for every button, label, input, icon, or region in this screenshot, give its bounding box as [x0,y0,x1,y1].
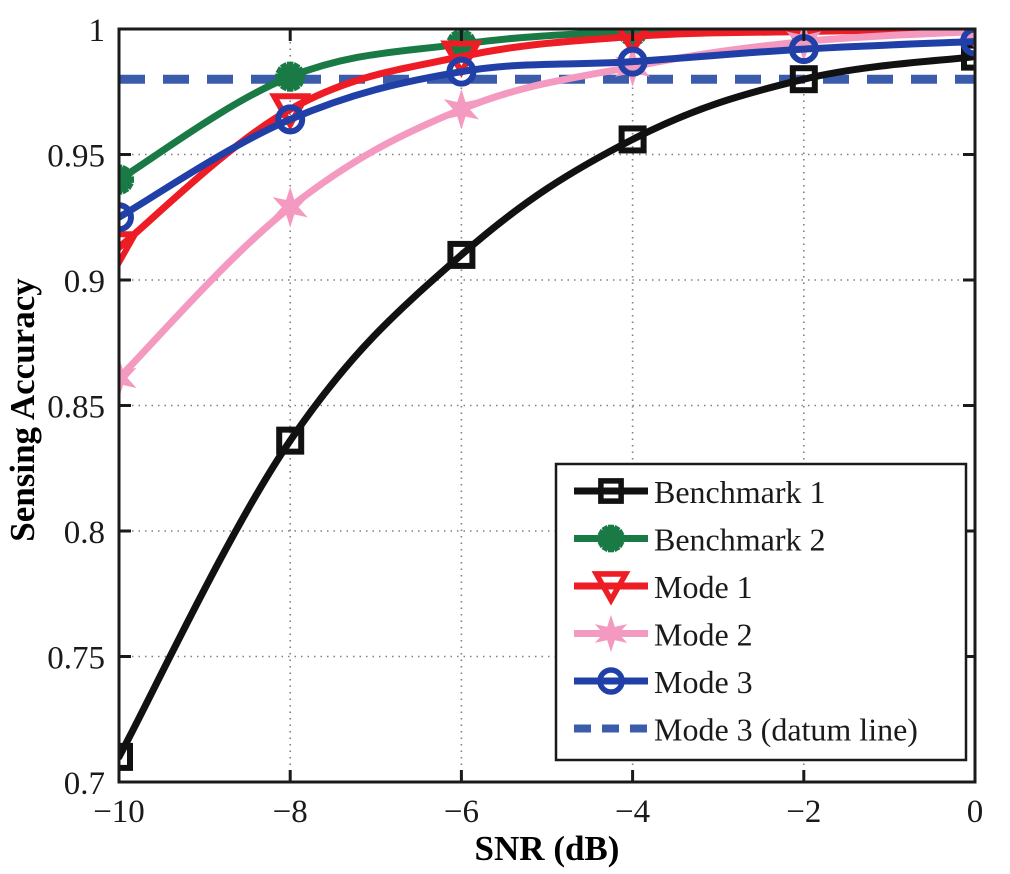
data-series-group [119,29,975,771]
legend-item-mode-1[interactable]: Mode 1 [574,569,753,606]
legend-item-label: Benchmark 2 [654,522,826,558]
data-point-triangle-down [790,29,818,53]
x-tick-label: −8 [273,794,308,830]
data-point-star [272,186,308,228]
data-point-square [961,42,975,71]
y-axis-tick-labels: 0.7 0.75 0.8 0.85 0.9 0.95 1 [47,13,105,802]
data-point-circle [446,56,477,87]
data-point-star [443,89,479,130]
y-tick-label: 0.9 [64,264,105,300]
data-point-circle [275,104,306,135]
data-point-square [618,125,647,154]
legend-item-label: Mode 2 [654,617,753,653]
legend-item-label: Mode 3 (datum line) [654,712,918,748]
y-tick-label: 0.95 [47,139,105,175]
chart-legend[interactable]: Benchmark 1 Benchmark 2 Mode 1 Mode 2 Mode 3… [554,462,968,762]
data-point-square [119,742,133,771]
data-point-circle [597,667,625,695]
series-line [119,29,975,251]
x-tick-label: −2 [786,794,821,830]
legend-entries: Benchmark 1 Benchmark 2 Mode 1 Mode 2 Mode 3… [574,474,918,748]
legend-item-mode-2[interactable]: Mode 2 [574,614,753,653]
data-point-square [789,65,818,94]
y-tick-label: 0.7 [64,766,105,802]
data-point-circle [617,46,648,77]
data-point-star [594,614,628,653]
series-line [119,53,975,761]
legend-item-benchmark-1[interactable]: Benchmark 1 [574,474,826,510]
y-tick-label: 0.85 [47,390,105,426]
x-axis-ticks [117,29,977,782]
legend-box [554,462,968,762]
data-point-star [119,357,137,399]
y-tick-label: 1 [89,13,106,49]
data-point-square [598,478,624,504]
data-point-circle [960,29,975,57]
legend-item-mode-3-datum-line[interactable]: Mode 3 (datum line) [574,712,918,748]
series-mode-3 [119,29,975,233]
y-axis-title: Sensing Accuracy [3,278,42,542]
legend-item-label: Mode 3 [654,664,753,700]
data-point-circle [119,202,134,233]
data-point-asterisk [275,61,306,92]
data-point-square [276,426,305,455]
data-point-triangle-down [591,571,631,606]
series-line [119,38,975,221]
data-point-triangle-down [119,231,141,269]
series-benchmark-1 [119,42,975,771]
series-line [119,29,975,184]
series-mode-2 [119,29,975,399]
legend-item-label: Benchmark 1 [654,474,826,510]
y-tick-label: 0.8 [64,515,105,551]
x-tick-label: −4 [615,794,650,830]
data-point-triangle-down [440,40,483,78]
x-axis-title: SNR (dB) [475,829,620,868]
legend-item-mode-3[interactable]: Mode 3 [574,664,753,700]
x-tick-label: −10 [93,794,145,830]
data-point-triangle-down [616,29,649,58]
legend-item-label: Mode 1 [654,569,753,605]
data-point-square [447,240,476,269]
legend-item-benchmark-2[interactable]: Benchmark 2 [574,522,826,558]
data-point-star [957,29,975,52]
data-point-asterisk [597,524,625,553]
y-tick-label: 0.75 [47,641,105,677]
series-line [119,29,975,382]
x-axis-tick-labels: −10 −8 −6 −4 −2 0 [93,794,983,830]
x-tick-label: −6 [444,794,479,830]
x-tick-label: 0 [967,794,984,830]
